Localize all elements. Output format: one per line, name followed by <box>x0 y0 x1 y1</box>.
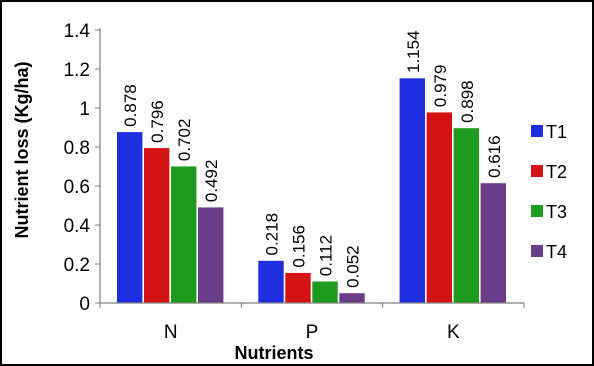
y-tick-label: 0.8 <box>64 138 90 159</box>
bar-t4-p <box>338 292 366 304</box>
data-label-t2-n: 0.796 <box>148 100 167 143</box>
data-label-t4-p: 0.052 <box>344 245 363 288</box>
y-tick-label: 1.2 <box>64 60 90 81</box>
data-label-t1-n: 0.878 <box>121 84 140 127</box>
data-label-t3-k: 0.898 <box>458 80 477 123</box>
bars-layer <box>116 77 507 304</box>
data-label-t4-n: 0.492 <box>202 160 221 203</box>
y-tick-label: 0.4 <box>64 216 91 237</box>
bar-t1-p <box>257 260 285 304</box>
x-tick-label-p: P <box>306 322 319 343</box>
data-label-t2-p: 0.156 <box>290 225 309 268</box>
data-label-t2-k: 0.979 <box>431 65 450 108</box>
axes-layer: 0 0.2 0.4 0.6 0.8 1 1.2 1.4 N P K <box>64 21 525 343</box>
legend-label-t3: T3 <box>546 202 567 222</box>
data-label-t1-k: 1.154 <box>404 30 423 73</box>
bar-t2-n <box>143 147 170 304</box>
y-tick-label: 1.4 <box>64 21 91 42</box>
data-label-t3-p: 0.112 <box>317 235 336 276</box>
data-label-t3-n: 0.702 <box>175 119 194 162</box>
bar-t2-p <box>284 272 312 304</box>
y-axis-title: Nutrient loss (Kg/ha) <box>12 61 32 238</box>
legend-swatch-t4 <box>531 245 543 257</box>
legend: T1 T2 T3 T4 <box>531 122 567 262</box>
y-tick-label: 0.6 <box>64 177 90 198</box>
x-axis-title: Nutrients <box>234 343 313 363</box>
legend-label-t1: T1 <box>546 122 567 142</box>
bar-t3-p <box>311 280 339 304</box>
y-tick-label: 0.2 <box>64 255 90 276</box>
bar-t1-k <box>398 77 426 304</box>
legend-swatch-t1 <box>531 125 543 137</box>
x-tick-label-n: N <box>164 322 178 343</box>
data-label-t4-k: 0.616 <box>485 135 504 178</box>
bar-t3-k <box>452 127 480 304</box>
data-labels-layer: 0.878 0.796 0.702 0.492 0.218 0.156 0.112 0.052… <box>121 30 504 287</box>
bar-t3-n <box>170 165 197 304</box>
bar-t4-k <box>479 182 507 304</box>
legend-label-t2: T2 <box>546 162 567 182</box>
y-tick-label: 0 <box>79 294 90 315</box>
bar-t4-n <box>197 206 224 304</box>
legend-label-t4: T4 <box>546 242 567 262</box>
y-tick-label: 1 <box>79 99 90 120</box>
legend-swatch-t2 <box>531 165 543 177</box>
data-label-t1-p: 0.218 <box>263 213 282 256</box>
x-tick-label-k: K <box>447 322 460 343</box>
legend-swatch-t3 <box>531 205 543 217</box>
bar-t2-k <box>425 111 453 304</box>
bar-t1-n <box>116 131 143 304</box>
